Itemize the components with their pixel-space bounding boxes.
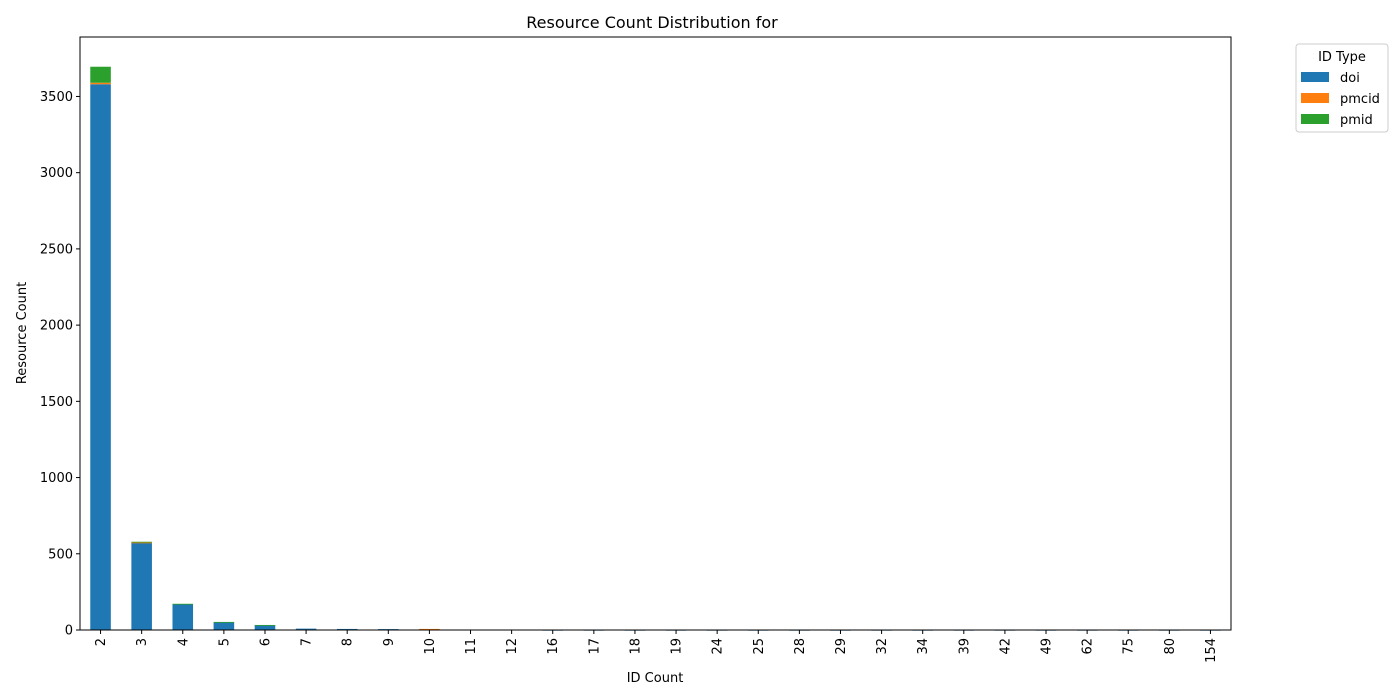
bar-doi <box>295 628 317 630</box>
x-tick-label: 7 <box>300 638 315 646</box>
x-tick-label: 11 <box>464 638 479 655</box>
legend: ID Type doi pmcid pmid <box>1295 43 1389 133</box>
x-tick-label: 39 <box>957 638 972 655</box>
legend-label-pmcid: pmcid <box>1340 92 1380 107</box>
bar-doi <box>213 622 235 630</box>
x-tick-label: 12 <box>505 638 520 655</box>
y-tick-label: 1000 <box>40 471 73 486</box>
x-tick-label: 19 <box>670 638 685 655</box>
y-axis-label: Resource Count <box>15 282 30 384</box>
legend-swatch-pmid <box>1301 114 1329 124</box>
x-tick-label: 18 <box>628 638 643 655</box>
x-tick-label: 32 <box>875 638 890 655</box>
bar-doi <box>254 625 276 630</box>
legend-box <box>1295 43 1389 133</box>
legend-label-pmid: pmid <box>1340 113 1373 128</box>
y-tick-label: 0 <box>65 624 73 639</box>
legend-title: ID Type <box>1318 50 1366 65</box>
x-tick-label: 4 <box>176 638 191 646</box>
bar-doi <box>172 604 194 630</box>
x-tick-label: 75 <box>1122 638 1137 655</box>
x-tick-label: 34 <box>916 638 931 655</box>
x-tick-label: 49 <box>1040 638 1055 655</box>
bar-pmcid <box>419 628 440 630</box>
bar-pmcid <box>90 82 111 85</box>
bar-pmid <box>172 603 194 605</box>
bar-doi <box>336 628 358 630</box>
x-tick-label: 62 <box>1081 638 1096 655</box>
y-tick-label: 1500 <box>40 395 73 410</box>
x-tick-label: 28 <box>793 638 808 655</box>
x-tick-label: 17 <box>587 638 602 655</box>
x-tick-label: 154 <box>1204 638 1219 663</box>
x-tick-label: 9 <box>382 638 397 646</box>
bar-pmid <box>90 66 111 83</box>
legend-swatch-pmcid <box>1301 93 1329 103</box>
x-tick-label: 25 <box>752 638 767 655</box>
chart-title: Resource Count Distribution for <box>526 13 778 32</box>
x-tick-label: 80 <box>1163 638 1178 655</box>
x-tick-label: 16 <box>546 638 561 655</box>
legend-items: doi pmcid pmid <box>1301 71 1380 128</box>
x-tick-label: 2 <box>94 638 109 646</box>
bar-doi <box>131 542 152 630</box>
x-tick-label: 3 <box>135 638 150 646</box>
x-tick-label: 6 <box>258 638 273 646</box>
x-tick-label: 42 <box>998 638 1013 655</box>
x-tick-label: 10 <box>423 638 438 655</box>
legend-swatch-doi <box>1301 72 1329 82</box>
y-tick-label: 2000 <box>40 319 73 334</box>
x-tick-label: 8 <box>341 638 356 646</box>
y-tick-label: 3000 <box>40 166 73 181</box>
x-tick-label: 29 <box>834 638 849 655</box>
bar-pmid <box>213 621 235 623</box>
legend-label-doi: doi <box>1340 71 1360 86</box>
y-tick-label: 3500 <box>40 90 73 105</box>
bar-pmid <box>254 624 276 626</box>
bar-doi <box>90 84 111 630</box>
x-tick-label: 5 <box>217 638 232 646</box>
bar-pmid <box>131 541 152 543</box>
plot-frame <box>79 36 1232 631</box>
y-tick-label: 2500 <box>40 242 73 257</box>
y-tick-label: 500 <box>48 547 73 562</box>
x-tick-label: 24 <box>711 638 726 655</box>
bar-pmcid <box>131 542 152 544</box>
x-axis-label: ID Count <box>627 671 684 686</box>
